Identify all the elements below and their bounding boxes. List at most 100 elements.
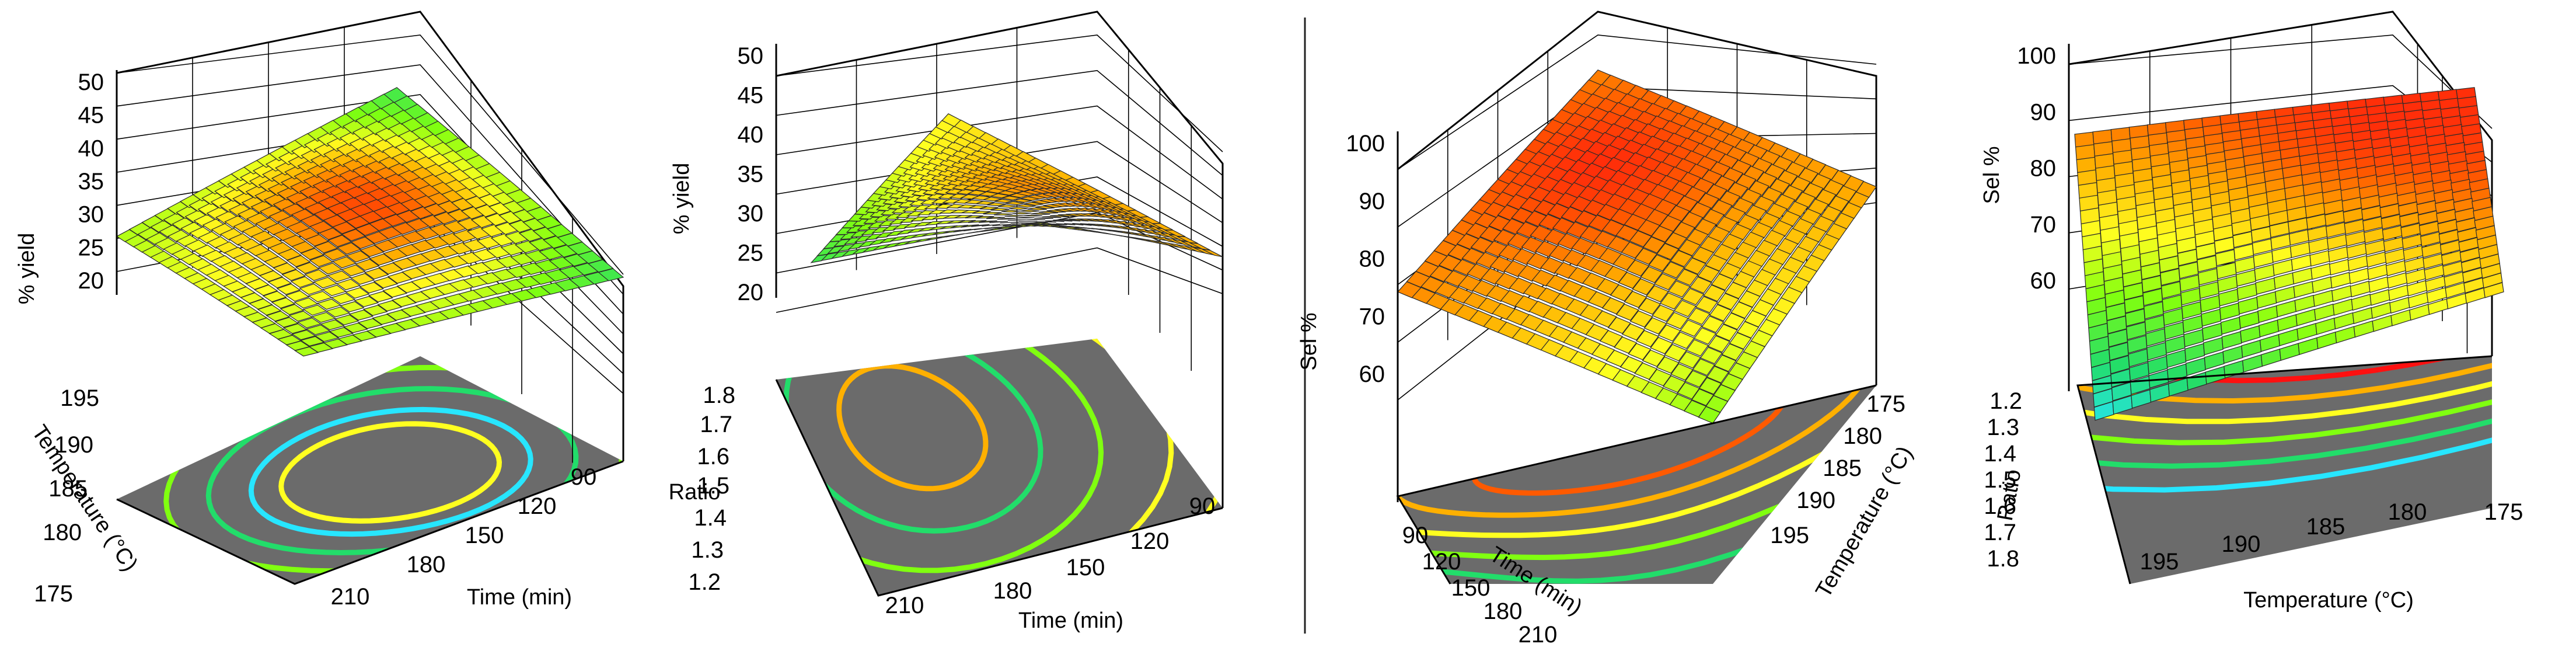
surface-cell — [2315, 317, 2336, 335]
surface-cell — [276, 283, 301, 295]
surface-cell — [2242, 354, 2263, 373]
surface-cell — [1028, 207, 1047, 211]
surface-cell — [2316, 331, 2337, 349]
surface-cell — [2278, 328, 2299, 346]
floor-axis-lines — [116, 460, 624, 585]
y-tick-label: 185 — [1823, 455, 1862, 481]
surface-cell — [1684, 370, 1708, 388]
surface-cell — [2260, 349, 2281, 367]
contour-line — [783, 339, 1043, 534]
surface-cell — [1691, 388, 1715, 406]
y-tick-label: 1.6 — [1984, 493, 2016, 519]
y-tick-label: 1.3 — [1987, 415, 2019, 440]
surface-cell — [2111, 382, 2132, 401]
surface-cell — [960, 224, 979, 228]
surface-cell — [1671, 331, 1695, 349]
z-tick-label: 20 — [78, 268, 104, 294]
surface-cell — [1652, 304, 1675, 322]
x-tick-label: 190 — [2222, 531, 2261, 557]
surface-cell — [357, 318, 383, 329]
surface-plot-yield-time-temperature: 50 45 40 35 30 25 20 % yield 90 120 150 180 210 Time … — [15, 11, 624, 610]
x-tick-label: 90 — [571, 464, 597, 490]
y-tick-label: 1.7 — [1984, 520, 2016, 545]
surface-cell — [2331, 285, 2352, 302]
x-tick-label: 120 — [518, 493, 557, 519]
surface-cell — [1610, 284, 1633, 302]
y-tick-label: 190 — [1796, 488, 1835, 513]
surface-cell — [288, 311, 313, 322]
surface-cell — [982, 224, 1000, 227]
surface-cell — [2216, 262, 2237, 280]
back-wall-gridline — [116, 34, 624, 275]
surface-cell — [965, 215, 983, 218]
surface-cell — [336, 242, 361, 255]
contour-line — [1398, 385, 1876, 584]
surface-cell — [1012, 212, 1031, 215]
surface-cell — [1632, 278, 1655, 295]
surface-cell — [348, 309, 374, 321]
surface-cell — [1694, 327, 1717, 345]
surface-cell — [1031, 213, 1050, 215]
floor-axis-lines — [1396, 384, 1877, 585]
x-tick-label: 150 — [1451, 575, 1491, 601]
surface-cell — [2292, 267, 2313, 285]
x-tick-label: 150 — [1066, 555, 1105, 580]
surface-cell — [1024, 201, 1043, 206]
surface-cell — [2314, 304, 2335, 321]
surface-cell — [1004, 215, 1024, 217]
surface-cell — [2255, 277, 2276, 295]
surface-cell — [1691, 246, 1715, 264]
surface-cell — [2251, 226, 2271, 243]
surface-cell — [362, 305, 388, 316]
surface-cell — [2313, 290, 2334, 307]
contour-line — [248, 406, 533, 537]
surface-cell — [300, 248, 324, 260]
z-tick-label: 100 — [2017, 43, 2056, 69]
surface-cell — [1713, 354, 1737, 372]
surface-cell — [1715, 323, 1738, 342]
surface-cell — [990, 208, 1010, 211]
surface-cell — [2259, 319, 2280, 338]
surface-cell — [1039, 211, 1058, 214]
surface-cell — [1725, 281, 1747, 300]
surface-cell — [968, 205, 987, 209]
surface-cell — [273, 262, 297, 274]
surface-cell — [2235, 256, 2255, 274]
surface-cell — [345, 287, 370, 299]
contour-line — [1398, 385, 1876, 538]
surface-cell — [1642, 349, 1666, 367]
surface-cell — [2146, 342, 2167, 361]
surface-cell — [341, 265, 366, 277]
surface-cell — [373, 276, 399, 288]
surface-cell — [1711, 273, 1734, 291]
surface-cell — [2353, 320, 2374, 338]
surface-cell — [1685, 339, 1709, 357]
surface-cell — [266, 311, 291, 322]
surface-cell — [957, 220, 976, 224]
z-tick-label: 80 — [1359, 246, 1385, 272]
back-wall-gridline — [1397, 34, 1877, 170]
surface-cell — [1670, 250, 1693, 267]
surface-cell — [1703, 284, 1726, 302]
y-tick-label: 175 — [34, 581, 73, 607]
surface-cell — [1005, 201, 1025, 206]
surface-cell — [2201, 308, 2222, 327]
surface-cell — [1648, 254, 1671, 272]
floor-axis-lines — [2076, 355, 2493, 585]
x-tick-label: 180 — [1484, 599, 1523, 624]
surface-cell — [2184, 343, 2205, 362]
z-tick-label: 25 — [738, 241, 764, 266]
back-wall-gridline — [776, 34, 1223, 152]
surface-cell — [983, 211, 1002, 215]
surface-cell — [2220, 316, 2241, 335]
surface-cell — [329, 327, 354, 338]
surface-plot-sel-temperature-ratio: 100 90 80 70 60 Sel % 195 190 185 180 175 Temperatu… — [1980, 11, 2523, 613]
z-tick-label: 30 — [738, 201, 764, 227]
x-axis-label: Time (min) — [467, 585, 572, 610]
y-tick-label: 190 — [54, 432, 93, 458]
surface-cell — [294, 297, 319, 309]
surface-cell — [2165, 335, 2186, 354]
surface-cell — [1607, 316, 1631, 334]
surface-cell — [1040, 224, 1059, 225]
